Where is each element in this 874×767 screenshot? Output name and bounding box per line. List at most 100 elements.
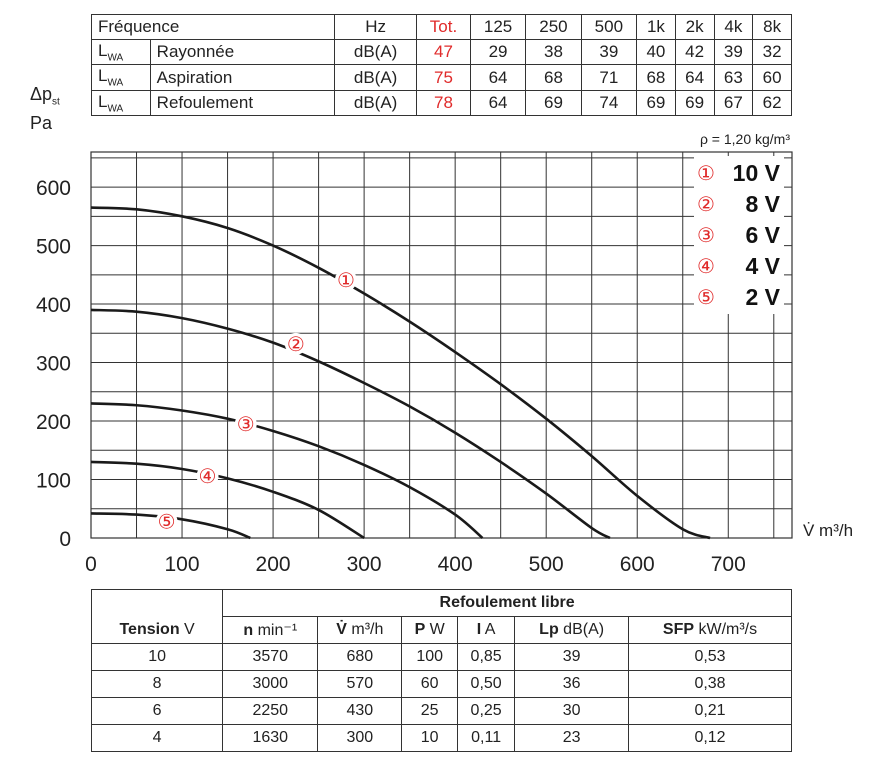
table-cell: 4 xyxy=(90,724,224,752)
table-cell: 60 xyxy=(401,670,459,698)
table-cell: 0,12 xyxy=(628,724,792,752)
band-value: 69 xyxy=(674,89,715,117)
row-total: 75 xyxy=(416,64,471,91)
row-name: Aspiration xyxy=(149,64,336,91)
x-tick-label: 0 xyxy=(85,553,97,576)
curve-marker: ③ xyxy=(237,412,255,436)
legend-marker: ⑤ xyxy=(697,285,715,309)
table-cell: 3000 xyxy=(222,670,319,698)
density-note: ρ = 1,20 kg/m³ xyxy=(699,131,790,147)
table-cell: 6 xyxy=(90,697,224,725)
table-cell: 23 xyxy=(514,724,630,752)
legend-label: 10 V xyxy=(733,160,781,186)
table-cell: 0,53 xyxy=(628,643,792,671)
curve-2v xyxy=(90,512,251,540)
table-cell: 300 xyxy=(317,724,403,752)
frequency-label: Fréquence xyxy=(90,14,336,40)
curve-marker: ⑤ xyxy=(158,510,176,534)
legend-marker: ④ xyxy=(697,254,715,278)
table-cell: 10 xyxy=(401,724,459,752)
table-cell: 0,11 xyxy=(457,724,516,752)
y-tick-label: 400 xyxy=(36,294,71,317)
fan-curve-chart: 0 100 200 300 400 500 600 700 0 100 200 300 400 500 60… xyxy=(36,151,853,576)
table-cell: 0,50 xyxy=(457,670,516,698)
table-cell: 25 xyxy=(401,697,459,725)
row-name: Rayonnée xyxy=(149,38,336,66)
table-cell: 0,38 xyxy=(628,670,792,698)
band-value: 32 xyxy=(752,38,792,66)
band-125: 125 xyxy=(469,14,527,40)
legend-box xyxy=(694,156,784,314)
column-header: P W xyxy=(401,616,459,644)
table-cell: 1630 xyxy=(222,724,319,752)
table-cell: 10 xyxy=(90,643,224,671)
band-value: 40 xyxy=(636,38,676,66)
y-tick-label: 500 xyxy=(36,236,71,259)
curve-10v xyxy=(90,206,711,540)
row-unit: dB(A) xyxy=(334,38,418,66)
curve-4v xyxy=(90,460,365,540)
row-total: 78 xyxy=(416,89,471,117)
band-value: 39 xyxy=(713,38,754,66)
table-cell: 39 xyxy=(514,643,630,671)
table-cell: 0,21 xyxy=(628,697,792,725)
column-header: n min⁻¹ xyxy=(222,616,319,644)
table-row: 8 3000 570 60 0,50 36 0,38 xyxy=(90,670,792,698)
acoustic-row: LWA Refoulement dB(A) 78 64 69 74 69 69 67 62 xyxy=(91,89,792,117)
x-tick-label: 600 xyxy=(620,553,655,576)
curve-marker-bg xyxy=(234,412,257,435)
legend-label: 4 V xyxy=(745,253,780,279)
band-value: 60 xyxy=(752,64,792,91)
band-value: 42 xyxy=(674,38,715,66)
legend-label: 8 V xyxy=(745,191,780,217)
hz-unit: Hz xyxy=(334,14,418,40)
x-tick-label: 700 xyxy=(711,553,746,576)
y-tick-label: 300 xyxy=(36,353,71,376)
table-row: 10 3570 680 100 0,85 39 0,53 xyxy=(90,643,792,671)
table-cell: 2250 xyxy=(222,697,319,725)
y-axis-unit: Δpst Pa xyxy=(30,84,60,134)
table-cell: 8 xyxy=(90,670,224,698)
legend-label: 6 V xyxy=(745,222,780,248)
performance-title: Refoulement libre xyxy=(222,589,792,617)
x-tick-label: 500 xyxy=(529,553,564,576)
table-cell: 680 xyxy=(317,643,403,671)
column-header: Tension V xyxy=(90,616,224,644)
table-cell: 36 xyxy=(514,670,630,698)
curve-marker-bg xyxy=(284,332,307,355)
table-cell: 0,85 xyxy=(457,643,516,671)
y-tick-label: 200 xyxy=(36,411,71,434)
curve-marker: ② xyxy=(287,332,305,356)
band-value: 74 xyxy=(580,89,638,117)
curve-6v xyxy=(90,402,484,539)
acoustic-row: LWA Rayonnée dB(A) 47 29 38 39 40 42 39 32 xyxy=(91,38,792,66)
band-8k: 8k xyxy=(752,14,792,40)
table-row: 4 1630 300 10 0,11 23 0,12 xyxy=(90,724,792,752)
row-name: Refoulement xyxy=(149,89,336,117)
y-unit: Pa xyxy=(30,112,53,133)
plot-frame xyxy=(90,151,793,539)
lwa-symbol: LWA xyxy=(91,38,151,66)
x-tick-label: 300 xyxy=(347,553,382,576)
y-tick-label: 100 xyxy=(36,470,71,493)
legend-marker: ② xyxy=(697,192,715,216)
y-symbol: Δp xyxy=(30,84,53,104)
band-1k: 1k xyxy=(636,14,676,40)
x-tick-label: 100 xyxy=(165,553,200,576)
x-tick-label: 200 xyxy=(256,553,291,576)
band-value: 62 xyxy=(752,89,792,117)
curve-marker-bg xyxy=(155,510,178,533)
band-4k: 4k xyxy=(713,14,754,40)
curve-marker-bg xyxy=(196,465,219,488)
column-header: SFP kW/m³/s xyxy=(628,616,792,644)
legend-marker: ① xyxy=(697,161,715,185)
row-unit: dB(A) xyxy=(334,64,418,91)
y-sub: st xyxy=(52,96,60,108)
band-value: 39 xyxy=(580,38,638,66)
table-row: 6 2250 430 25 0,25 30 0,21 xyxy=(90,697,792,725)
column-header: I A xyxy=(457,616,516,644)
column-header: V̇ m³/h xyxy=(317,616,403,644)
band-value: 63 xyxy=(713,64,754,91)
table-cell: 30 xyxy=(514,697,630,725)
